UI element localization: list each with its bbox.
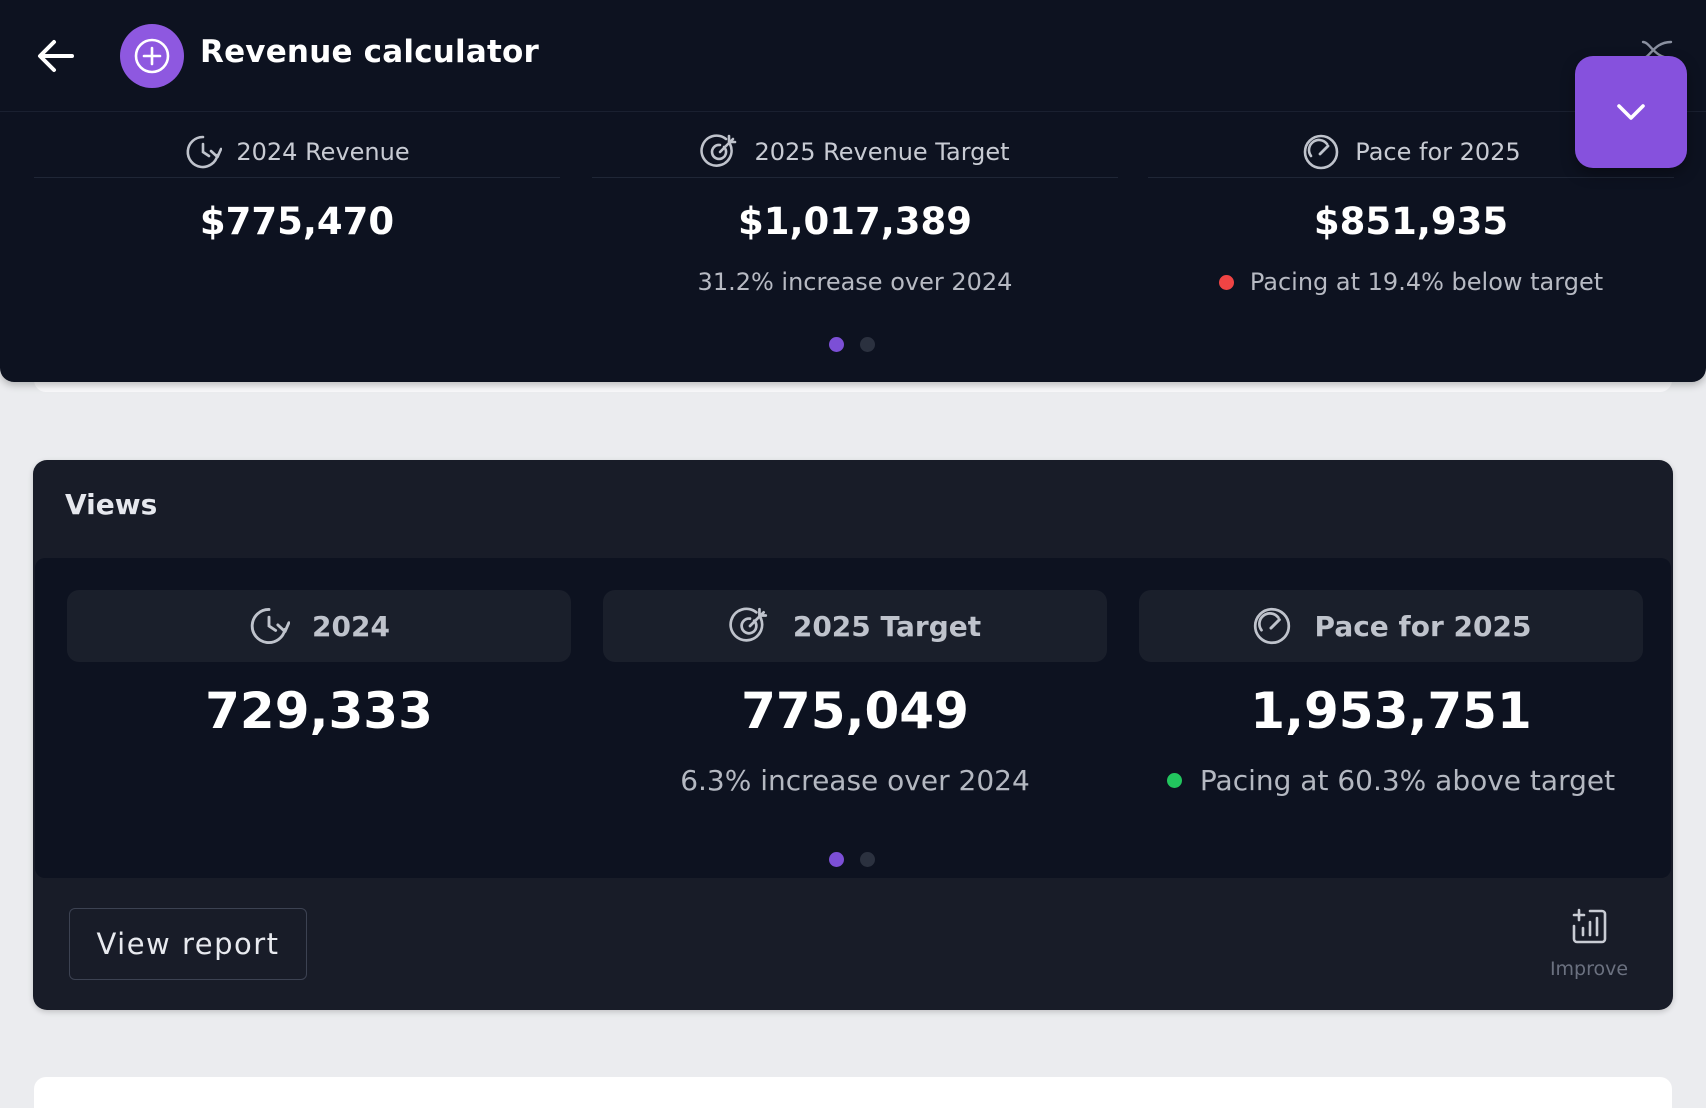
speedometer-icon [1303,134,1339,169]
revenue-target-increase-text: 31.2% increase over 2024 [697,268,1013,296]
page-title: Revenue calculator [200,34,539,70]
views-pager-dots [829,852,875,867]
revenue-pace-status: Pacing at 19.4% below target [1148,268,1674,296]
revenue-pace-value: $851,935 [1313,200,1509,243]
views-2024-value: 729,333 [205,682,433,740]
revenue-pace-column: Pace for 2025 $851,935 Pacing at 19.4% b… [1148,112,1674,302]
revenue-pager [829,337,875,352]
revenue-pace-status-text: Pacing at 19.4% below target [1249,268,1604,296]
views-target-label: 2025 Target [792,609,982,643]
views-metrics: 2024 729,333 2025 Target 775,049 6.3% in… [35,558,1671,878]
views-target-increase-text: 6.3% increase over 2024 [680,764,1030,797]
views-target-header: 2025 Target [603,590,1107,662]
arrow-left-icon [38,40,74,72]
views-title: Views [65,488,158,521]
history-icon [250,607,291,645]
revenue-page-dot-1[interactable] [829,337,844,352]
status-dot-below [1218,274,1234,290]
app-badge [120,24,184,88]
target-icon [729,607,767,642]
speedometer-icon [1253,607,1290,645]
chevron-down-icon [1617,104,1645,120]
views-2024-header: 2024 [67,590,571,662]
views-target-value: 775,049 [741,682,969,740]
views-pace-header: Pace for 2025 [1139,590,1643,662]
revenue-2024-column: 2024 Revenue $775,470 [34,112,560,302]
views-pace-status-text: Pacing at 60.3% above target [1199,764,1616,797]
back-button[interactable] [32,32,80,80]
next-card-edge [34,1077,1672,1108]
revenue-summary-panel: Revenue calculator 2024 Revenue $775,470 [0,0,1706,382]
collapse-button[interactable] [1575,56,1687,168]
views-pace-label: Pace for 2025 [1314,609,1532,643]
status-dot-above [1166,773,1182,788]
revenue-target-label: 2025 Revenue Target [754,137,1010,166]
history-icon [186,135,223,168]
views-pace-value: 1,953,751 [1250,682,1532,740]
improve-button[interactable]: Improve [1533,906,1645,992]
revenue-2024-value: $775,470 [199,200,395,243]
target-icon [700,133,737,167]
app-header: Revenue calculator [0,0,1706,112]
views-page-dot-2[interactable] [860,852,875,867]
revenue-target-increase: 31.2% increase over 2024 [592,268,1118,296]
revenue-2024-label: 2024 Revenue [236,137,410,166]
views-page-dot-1[interactable] [829,852,844,867]
revenue-target-value: $1,017,389 [737,200,973,243]
plus-circle-icon [134,38,170,74]
revenue-pace-header: Pace for 2025 [1148,126,1674,178]
improve-label: Improve [1549,958,1629,980]
revenue-target-header: 2025 Revenue Target [592,126,1118,178]
views-2024-column: 2024 729,333 [67,590,571,860]
revenue-page-dot-2[interactable] [860,337,875,352]
views-card: Views 2024 729,333 [33,460,1673,1010]
revenue-2024-header: 2024 Revenue [34,126,560,178]
revenue-pace-label: Pace for 2025 [1355,137,1521,166]
views-2024-label: 2024 [312,609,390,643]
views-target-column: 2025 Target 775,049 6.3% increase over 2… [603,590,1107,860]
revenue-target-column: 2025 Revenue Target $1,017,389 31.2% inc… [592,112,1118,302]
views-pace-column: Pace for 2025 1,953,751 Pacing at 60.3% … [1139,590,1643,860]
views-target-increase: 6.3% increase over 2024 [603,764,1107,797]
chart-plus-icon [1572,908,1607,944]
views-pace-status: Pacing at 60.3% above target [1139,764,1643,797]
view-report-button[interactable]: View report [69,908,307,980]
